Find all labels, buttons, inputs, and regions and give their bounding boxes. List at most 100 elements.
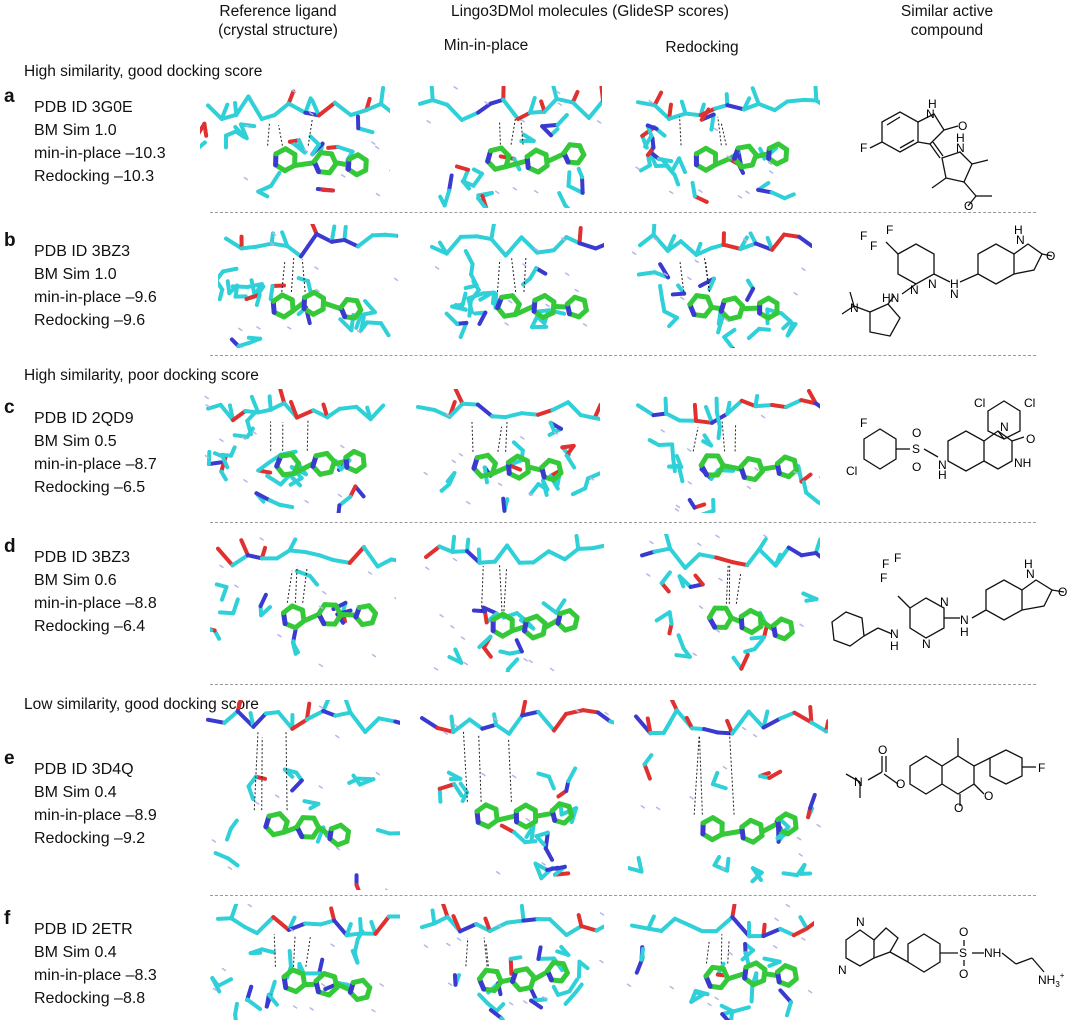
header-similar-line2: compound (910, 22, 984, 39)
bond-stick (452, 557, 458, 562)
bond-stick (232, 433, 250, 439)
bond-stick (563, 203, 571, 208)
bond-stick (732, 1005, 751, 1014)
bond-stick (535, 248, 556, 255)
bond-stick (567, 977, 579, 994)
panel-letter: e (4, 748, 15, 769)
bond-stick (303, 148, 309, 153)
bond-stick (526, 464, 544, 473)
bond-stick (389, 557, 396, 563)
bond-stick (508, 1001, 514, 1006)
bond-stick (240, 346, 244, 348)
bond-stick (604, 711, 609, 716)
bond-stick (214, 582, 229, 590)
bond-stick (523, 657, 528, 662)
bond-stick (219, 438, 224, 442)
min-in-place-score: min-in-place –8.3 (34, 967, 157, 984)
bond-stick (577, 225, 583, 246)
pose-render (635, 86, 820, 204)
bond-stick (309, 1007, 314, 1011)
bond-stick (576, 546, 595, 551)
bond-stick (564, 708, 586, 716)
row-d: d PDB ID 3BZ3 BM Sim 0.6 min-in-place –8… (0, 534, 1080, 680)
bond-stick (477, 634, 493, 650)
bond-stick (785, 97, 807, 104)
atom-label: O (912, 460, 921, 474)
bond-stick (471, 171, 485, 188)
bond-stick (501, 97, 521, 121)
atom-label: HN (882, 291, 899, 305)
bond-stick (536, 771, 551, 779)
bond-stick (741, 101, 761, 112)
bond-stick (329, 237, 347, 244)
bond-stick (742, 238, 748, 242)
min-in-place-score: min-in-place –10.3 (34, 145, 166, 162)
bond-stick (599, 959, 604, 964)
pose-panel-redocking (630, 86, 820, 208)
bond-stick (492, 543, 510, 564)
bond-stick (369, 610, 379, 626)
bond-stick (229, 916, 247, 929)
bond-stick (725, 971, 747, 982)
bond-stick (692, 194, 709, 204)
bond-stick (379, 101, 390, 114)
bond-stick (332, 458, 348, 467)
bond-stick (689, 796, 694, 800)
bond-stick (793, 291, 798, 296)
atom-label: N (926, 107, 935, 121)
bond-stick (660, 429, 665, 433)
pose-panel-reference (218, 224, 398, 348)
bond-stick (722, 327, 737, 340)
bond-stick (785, 904, 791, 908)
bond-stick (528, 659, 533, 664)
bond-stick (239, 538, 250, 558)
bond-stick (770, 232, 787, 252)
bond-stick (701, 439, 714, 448)
hbond-dash (471, 422, 474, 452)
bond-stick (227, 403, 235, 423)
bond-stick (445, 471, 457, 484)
bond-stick (560, 961, 570, 976)
pose-panel-reference (200, 389, 390, 513)
similar-compound-b: F F F H N O N HN H N N N (830, 220, 1056, 355)
bond-stick (761, 926, 783, 939)
bond-stick (512, 187, 518, 191)
bond-stick (322, 300, 344, 312)
pose-render (626, 904, 814, 1020)
bond-stick (278, 389, 287, 406)
bond-stick (793, 471, 798, 475)
bond-stick (757, 326, 771, 332)
bond-stick (466, 500, 471, 505)
bond-stick (318, 705, 324, 709)
bond-stick (256, 183, 273, 194)
bond-stick (773, 945, 778, 949)
hbond-dash (511, 258, 517, 292)
atom-label: H (1014, 223, 1023, 237)
bond-stick (434, 266, 440, 270)
bond-stick (263, 710, 281, 716)
bond-stick (757, 537, 768, 552)
bond-stick (553, 431, 559, 435)
bond-stick (466, 296, 474, 315)
bond-stick (528, 482, 541, 496)
bond-stick (466, 291, 485, 301)
bond-stick (317, 957, 325, 976)
hbond-dash (720, 934, 723, 964)
bond-stick (430, 98, 450, 107)
panel-letter: d (4, 536, 16, 557)
bond-stick (773, 545, 791, 568)
row-info: PDB ID 3BZ3 BM Sim 1.0 min-in-place –9.6… (34, 240, 157, 332)
bond-stick (235, 700, 243, 714)
bond-stick (697, 552, 719, 560)
bond-stick (320, 187, 335, 193)
bond-stick (227, 866, 233, 870)
bond-stick (528, 492, 533, 496)
bond-stick (779, 311, 793, 324)
bond-stick (360, 452, 367, 468)
bond-stick (722, 335, 736, 348)
bond-stick (367, 571, 373, 575)
bond-stick (660, 157, 675, 174)
bond-stick (499, 823, 517, 835)
similar-compound-d: F F F H N O N N N H N H (826, 551, 1076, 677)
bond-stick (506, 657, 520, 672)
